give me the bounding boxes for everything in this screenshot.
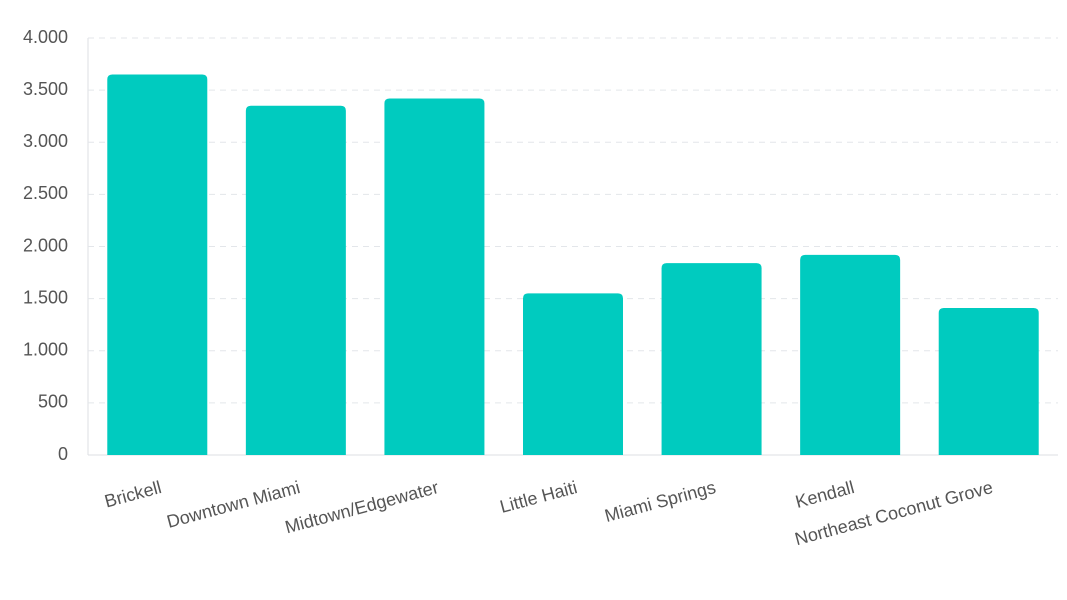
bar xyxy=(661,263,762,455)
x-tick-label: Brickell xyxy=(102,477,163,511)
bar xyxy=(384,98,485,455)
y-tick-label: 4.000 xyxy=(23,27,68,47)
y-tick-label: 2.000 xyxy=(23,235,68,255)
x-tick-label: Little Haiti xyxy=(498,477,580,517)
x-tick-label: Miami Springs xyxy=(603,477,718,526)
bar xyxy=(523,293,623,455)
y-tick-label: 0 xyxy=(58,444,68,464)
x-tick-label: Midtown/Edgewater xyxy=(283,477,441,537)
x-tick-label: Downtown Miami xyxy=(165,477,303,532)
bar xyxy=(938,308,1039,455)
y-tick-label: 3.000 xyxy=(23,131,68,151)
y-tick-label: 3.500 xyxy=(23,79,68,99)
bar xyxy=(800,254,901,455)
x-tick-label: Kendall xyxy=(793,477,856,512)
bar xyxy=(107,74,208,456)
y-tick-label: 500 xyxy=(38,392,68,412)
bar xyxy=(245,105,346,455)
y-tick-label: 1.000 xyxy=(23,340,68,360)
y-tick-label: 1.500 xyxy=(23,287,68,307)
y-tick-label: 2.500 xyxy=(23,183,68,203)
